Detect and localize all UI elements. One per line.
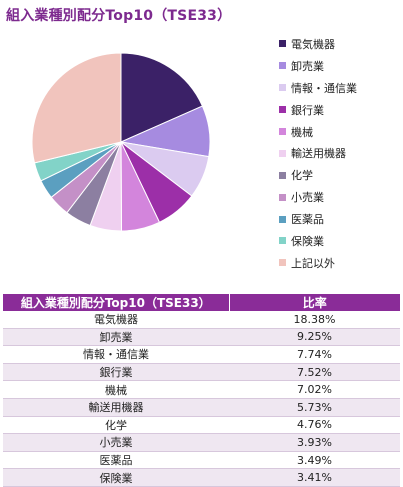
legend-swatch	[279, 40, 286, 48]
ratio-cell: 3.41%	[229, 468, 400, 487]
legend-label: 上記以外	[291, 256, 335, 270]
legend-item: 銀行業	[279, 99, 357, 121]
ratio-cell: 3.49%	[229, 451, 400, 470]
legend-item: 上記以外	[279, 252, 357, 274]
sector-cell: 小売業	[3, 433, 229, 452]
sector-cell: 保険業	[3, 468, 229, 487]
header-ratio: 比率	[229, 294, 400, 311]
legend-swatch	[279, 84, 286, 92]
legend-label: 銀行業	[291, 103, 324, 117]
ratio-cell: 9.25%	[229, 328, 400, 347]
legend-swatch	[279, 193, 286, 201]
header-sector: 組入業種別配分Top10（TSE33）	[3, 294, 230, 311]
legend-swatch	[279, 149, 286, 157]
legend-swatch	[279, 62, 286, 70]
ratio-cell: 7.74%	[229, 345, 400, 364]
ratio-cell: 5.73%	[229, 398, 400, 417]
legend-label: 電気機器	[291, 37, 335, 51]
sector-cell: 卸売業	[3, 328, 229, 347]
legend-swatch	[279, 171, 286, 179]
table-row: 機械 7.02%	[3, 380, 400, 399]
sector-cell: 情報・通信業	[3, 345, 229, 364]
legend-item: 輸送用機器	[279, 142, 357, 164]
sector-cell: 銀行業	[3, 363, 229, 382]
legend-swatch	[279, 215, 286, 223]
legend-label: 卸売業	[291, 59, 324, 73]
table-row: 化学 4.76%	[3, 416, 400, 435]
pie-chart	[30, 51, 212, 233]
legend-label: 機械	[291, 125, 313, 139]
page-title: 組入業種別配分Top10（TSE33）	[6, 8, 232, 24]
ratio-cell: 7.52%	[229, 363, 400, 382]
legend-swatch	[279, 106, 286, 114]
table-row: 医薬品 3.49%	[3, 451, 400, 470]
legend-swatch	[279, 128, 286, 135]
legend-item: 機械	[279, 121, 357, 143]
legend-item: 医薬品	[279, 208, 357, 230]
legend-label: 保険業	[291, 234, 324, 248]
legend-item: 卸売業	[279, 55, 357, 77]
legend-label: 情報・通信業	[291, 81, 357, 95]
ratio-cell: 4.76%	[229, 416, 400, 435]
legend-item: 電気機器	[279, 33, 357, 55]
legend-item: 小売業	[279, 186, 357, 208]
legend-swatch	[279, 237, 286, 245]
legend-swatch	[279, 259, 286, 267]
ratio-cell: 18.38%	[229, 311, 400, 329]
table-row: 電気機器 18.38%	[3, 311, 400, 329]
ratio-cell: 3.93%	[229, 433, 400, 452]
legend-item: 保険業	[279, 230, 357, 252]
legend-item: 化学	[279, 164, 357, 186]
sector-cell: 化学	[3, 416, 229, 435]
legend-item: 情報・通信業	[279, 77, 357, 99]
legend-label: 医薬品	[291, 213, 324, 227]
sector-cell: 電気機器	[3, 311, 229, 329]
table-row: 小売業 3.93%	[3, 433, 400, 452]
table-row: 卸売業 9.25%	[3, 328, 400, 347]
table-row: 保険業 3.41%	[3, 468, 400, 487]
allocation-table: 組入業種別配分Top10（TSE33） 比率 電気機器 18.38% 卸売業 9.2…	[3, 294, 400, 487]
sector-cell: 医薬品	[3, 451, 229, 470]
pie-chart-svg	[31, 52, 211, 232]
chart-legend: 電気機器卸売業情報・通信業 銀行業機械輸送用機器化学小売業医薬品保険業上記以外	[279, 33, 357, 274]
table-header-row: 組入業種別配分Top10（TSE33） 比率	[3, 294, 400, 311]
table-row: 輸送用機器 5.73%	[3, 398, 400, 417]
sector-cell: 輸送用機器	[3, 398, 229, 417]
pie-slice-11	[31, 52, 122, 164]
legend-label: 輸送用機器	[291, 147, 346, 161]
legend-label: 化学	[291, 169, 313, 183]
pie-slice-1	[120, 52, 204, 143]
table-row: 銀行業 7.52%	[3, 363, 400, 382]
ratio-cell: 7.02%	[229, 380, 400, 399]
legend-label: 小売業	[291, 191, 324, 205]
sector-cell: 機械	[3, 380, 229, 399]
table-row: 情報・通信業 7.74%	[3, 345, 400, 364]
